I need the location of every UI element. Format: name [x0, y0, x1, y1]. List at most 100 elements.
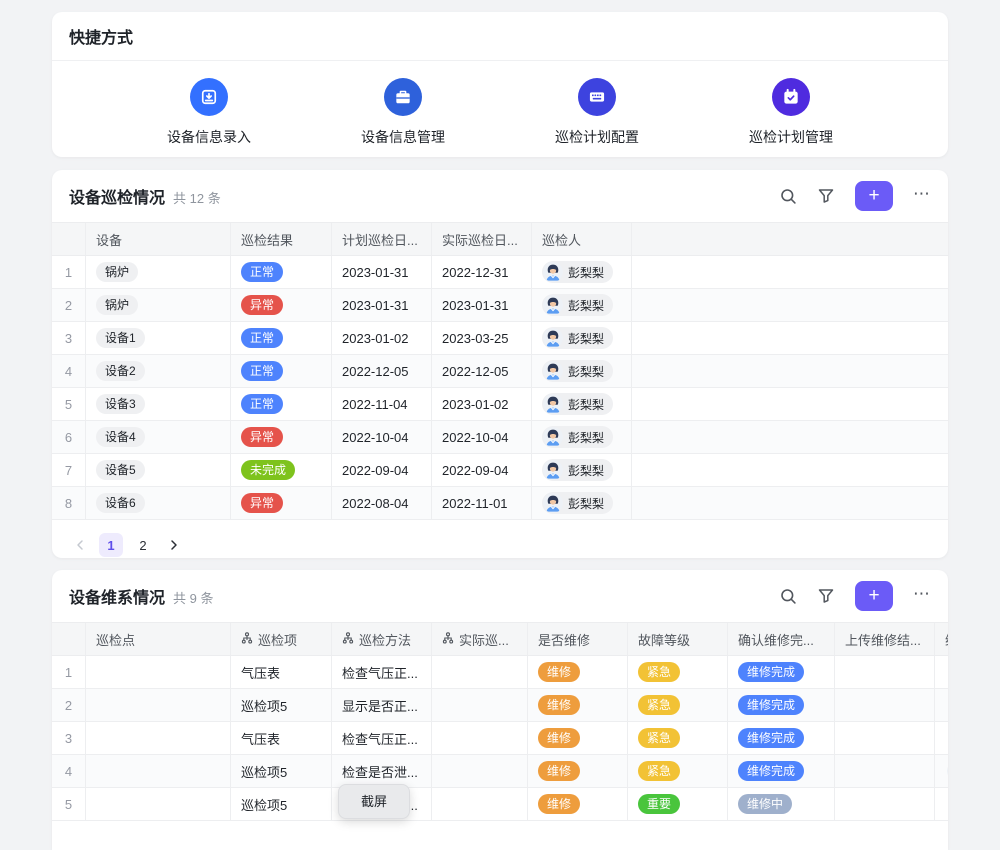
table-row[interactable]: 1 锅炉 正常 2023-01-31 2022-12-31 彭梨梨 — [52, 256, 948, 289]
column-header[interactable]: 实际巡检日... — [432, 223, 532, 255]
pagination-prev[interactable] — [69, 534, 91, 556]
repair-cell[interactable]: 维修 — [528, 689, 628, 721]
level-cell[interactable]: 紧急 — [628, 689, 728, 721]
actual-date-cell[interactable]: 2023-03-25 — [432, 322, 532, 354]
row-number[interactable]: 6 — [52, 421, 86, 453]
column-header[interactable]: 维 — [935, 623, 948, 655]
plan-date-cell[interactable]: 2022-11-04 — [332, 388, 432, 420]
result-cell[interactable]: 正常 — [231, 388, 332, 420]
actual-date-cell[interactable]: 2022-11-01 — [432, 487, 532, 519]
row-number[interactable]: 7 — [52, 454, 86, 486]
column-header[interactable]: 是否维修 — [528, 623, 628, 655]
item-cell[interactable]: 气压表 — [231, 656, 332, 688]
actual-date-cell[interactable]: 2022-09-04 — [432, 454, 532, 486]
item-cell[interactable]: 巡检项5 — [231, 755, 332, 787]
confirm-cell[interactable]: 维修完成 — [728, 656, 835, 688]
shortcut-item-2[interactable]: 设备信息管理 — [306, 78, 500, 147]
column-header[interactable]: 巡检方法 — [332, 623, 432, 655]
maintainer-cell[interactable] — [935, 722, 948, 754]
add-record-button[interactable]: + — [855, 181, 893, 211]
result-cell[interactable]: 异常 — [231, 421, 332, 453]
actual-cell[interactable] — [432, 656, 528, 688]
plan-date-cell[interactable]: 2022-09-04 — [332, 454, 432, 486]
shortcut-item-1[interactable]: 设备信息录入 — [112, 78, 306, 147]
upload-cell[interactable] — [835, 656, 935, 688]
filter-icon[interactable] — [817, 187, 835, 205]
row-number[interactable]: 4 — [52, 355, 86, 387]
column-header[interactable]: 实际巡... — [432, 623, 528, 655]
search-icon[interactable] — [779, 587, 797, 605]
item-cell[interactable]: 气压表 — [231, 722, 332, 754]
level-cell[interactable]: 紧急 — [628, 755, 728, 787]
upload-cell[interactable] — [835, 722, 935, 754]
result-cell[interactable]: 异常 — [231, 289, 332, 321]
device-cell[interactable]: 锅炉 — [86, 256, 231, 288]
level-cell[interactable]: 紧急 — [628, 656, 728, 688]
confirm-cell[interactable]: 维修中 — [728, 788, 835, 820]
device-cell[interactable]: 设备4 — [86, 421, 231, 453]
table-row[interactable]: 3 设备1 正常 2023-01-02 2023-03-25 彭梨梨 — [52, 322, 948, 355]
item-cell[interactable]: 巡检项5 — [231, 788, 332, 820]
confirm-cell[interactable]: 维修完成 — [728, 689, 835, 721]
repair-cell[interactable]: 维修 — [528, 788, 628, 820]
column-header[interactable]: 巡检项 — [231, 623, 332, 655]
confirm-cell[interactable]: 维修完成 — [728, 755, 835, 787]
column-header[interactable] — [52, 623, 86, 655]
device-cell[interactable]: 设备6 — [86, 487, 231, 519]
column-header[interactable]: 上传维修结... — [835, 623, 935, 655]
point-cell[interactable] — [86, 722, 231, 754]
plan-date-cell[interactable]: 2023-01-02 — [332, 322, 432, 354]
column-header[interactable]: 巡检结果 — [231, 223, 332, 255]
point-cell[interactable] — [86, 788, 231, 820]
row-number[interactable]: 5 — [52, 388, 86, 420]
repair-cell[interactable]: 维修 — [528, 722, 628, 754]
table-row[interactable]: 4 设备2 正常 2022-12-05 2022-12-05 彭梨梨 — [52, 355, 948, 388]
more-icon[interactable]: ⋯ — [913, 583, 931, 603]
table-row[interactable]: 2 锅炉 异常 2023-01-31 2023-01-31 彭梨梨 — [52, 289, 948, 322]
maintainer-cell[interactable] — [935, 788, 948, 820]
level-cell[interactable]: 紧急 — [628, 722, 728, 754]
column-header[interactable]: 巡检点 — [86, 623, 231, 655]
plan-date-cell[interactable]: 2022-08-04 — [332, 487, 432, 519]
filter-icon[interactable] — [817, 587, 835, 605]
actual-cell[interactable] — [432, 788, 528, 820]
table-row[interactable]: 3 气压表 检查气压正... 维修 紧急 维修完成 — [52, 722, 948, 755]
row-number[interactable]: 2 — [52, 289, 86, 321]
row-number[interactable]: 1 — [52, 256, 86, 288]
maintainer-cell[interactable] — [935, 656, 948, 688]
row-number[interactable]: 5 — [52, 788, 86, 820]
point-cell[interactable] — [86, 656, 231, 688]
method-cell[interactable]: 检查气压正... — [332, 722, 432, 754]
result-cell[interactable]: 异常 — [231, 487, 332, 519]
upload-cell[interactable] — [835, 755, 935, 787]
plan-date-cell[interactable]: 2022-12-05 — [332, 355, 432, 387]
inspector-cell[interactable]: 彭梨梨 — [532, 355, 632, 387]
inspector-cell[interactable]: 彭梨梨 — [532, 421, 632, 453]
pagination-page-1[interactable]: 1 — [99, 533, 123, 557]
pagination-next[interactable] — [163, 534, 185, 556]
table-row[interactable]: 8 设备6 异常 2022-08-04 2022-11-01 彭梨梨 — [52, 487, 948, 520]
pagination-page-2[interactable]: 2 — [139, 537, 147, 553]
table-row[interactable]: 6 设备4 异常 2022-10-04 2022-10-04 彭梨梨 — [52, 421, 948, 454]
upload-cell[interactable] — [835, 689, 935, 721]
maintainer-cell[interactable] — [935, 755, 948, 787]
inspector-cell[interactable]: 彭梨梨 — [532, 322, 632, 354]
row-number[interactable]: 3 — [52, 322, 86, 354]
actual-date-cell[interactable]: 2022-10-04 — [432, 421, 532, 453]
actual-cell[interactable] — [432, 689, 528, 721]
device-cell[interactable]: 锅炉 — [86, 289, 231, 321]
actual-date-cell[interactable]: 2022-12-05 — [432, 355, 532, 387]
device-cell[interactable]: 设备1 — [86, 322, 231, 354]
table-row[interactable]: 1 气压表 检查气压正... 维修 紧急 维修完成 — [52, 656, 948, 689]
method-cell[interactable]: 检查是否泄... — [332, 755, 432, 787]
column-header[interactable]: 计划巡检日... — [332, 223, 432, 255]
upload-cell[interactable] — [835, 788, 935, 820]
shortcut-item-4[interactable]: 巡检计划管理 — [694, 78, 888, 147]
row-number[interactable]: 3 — [52, 722, 86, 754]
inspector-cell[interactable]: 彭梨梨 — [532, 256, 632, 288]
actual-cell[interactable] — [432, 722, 528, 754]
column-header[interactable] — [52, 223, 86, 255]
inspector-cell[interactable]: 彭梨梨 — [532, 454, 632, 486]
actual-date-cell[interactable]: 2023-01-31 — [432, 289, 532, 321]
